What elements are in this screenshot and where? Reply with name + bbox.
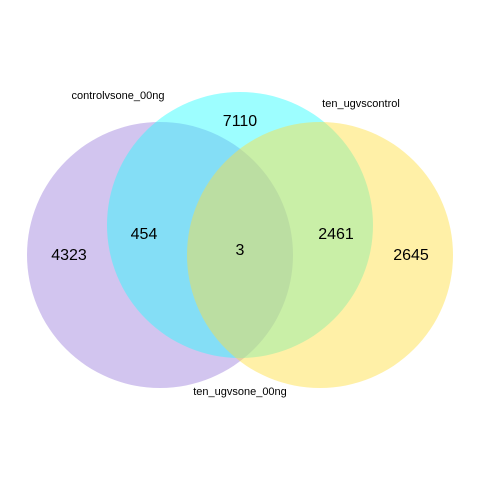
count-only-ten-ugvscontrol: 7110 (223, 113, 258, 130)
set-label-controlvsone-00ng: controlvsone_00ng (72, 90, 165, 102)
count-intersection-all: 3 (236, 242, 245, 259)
set-circle-ten-ugvscontrol (107, 92, 373, 358)
set-label-ten-ugvscontrol: ten_ugvscontrol (322, 98, 400, 110)
count-only-ten-ugvsone-00ng: 2645 (393, 247, 429, 264)
count-only-controlvsone-00ng: 4323 (51, 247, 87, 264)
count-intersection-b-c: 2461 (318, 226, 354, 243)
set-label-ten-ugvsone-00ng: ten_ugvsone_00ng (193, 386, 287, 398)
set-circle-ten-ugvsone-00ng (187, 122, 453, 388)
set-circle-controlvsone-00ng (27, 122, 293, 388)
count-intersection-a-b: 454 (131, 226, 158, 243)
